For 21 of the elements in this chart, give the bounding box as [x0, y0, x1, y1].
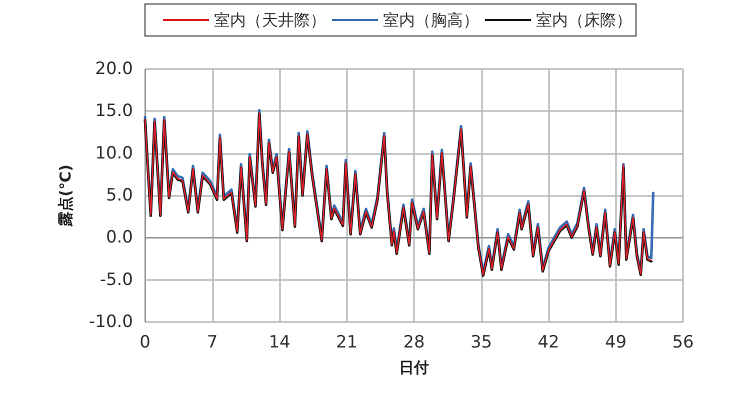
y-axis-title: 露点(℃) — [56, 164, 74, 228]
x-tick-label: 21 — [336, 332, 358, 352]
y-tick-label: 10.0 — [95, 143, 133, 164]
y-tick-label: 0.0 — [106, 228, 133, 248]
y-tick-label: 5.0 — [106, 186, 133, 206]
x-tick-label: 28 — [403, 332, 425, 352]
y-tick-label: 20.0 — [95, 59, 133, 79]
legend-label: 室内（床際） — [536, 10, 632, 30]
x-tick-label: 35 — [470, 332, 492, 352]
y-tick-label: -5.0 — [100, 270, 133, 290]
x-tick-label: 56 — [672, 332, 694, 352]
legend-label: 室内（天井際） — [214, 10, 326, 30]
y-tick-label: 15.0 — [95, 101, 133, 122]
y-tick-label: -10.0 — [89, 312, 133, 332]
x-tick-label: 49 — [604, 332, 627, 352]
x-axis-title: 日付 — [399, 358, 429, 376]
legend-label: 室内（胸高） — [383, 10, 479, 30]
x-tick-label: 14 — [268, 332, 290, 352]
x-tick-label: 42 — [538, 332, 560, 352]
x-tick-label: 0 — [140, 332, 150, 352]
x-tick-label: 7 — [206, 332, 218, 352]
